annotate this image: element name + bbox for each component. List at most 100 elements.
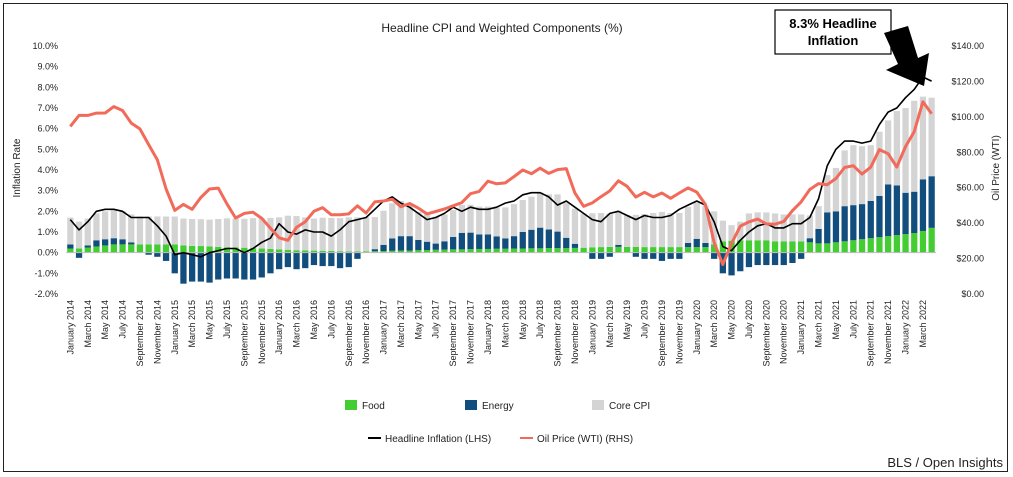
bar-energy (423, 241, 431, 250)
legend-label-oil: Oil Price (WTI) (RHS) (537, 434, 633, 445)
y-tick-label: 4.0% (37, 165, 58, 175)
x-tick-label: January 2019 (587, 300, 597, 355)
bar-food (476, 248, 483, 253)
bar-energy (267, 252, 274, 274)
bar-food (806, 242, 813, 253)
bar-core-cpi (389, 203, 396, 239)
bar-core-cpi (380, 210, 387, 245)
bar-energy (223, 252, 231, 279)
bar-energy (102, 239, 109, 246)
bar-core-cpi (589, 213, 596, 248)
bar-core-cpi (493, 207, 500, 237)
bar-food (928, 227, 935, 253)
bar-core-cpi (371, 217, 378, 250)
bar-food (502, 248, 509, 253)
bar-energy (528, 229, 535, 249)
y-tick-label: -2.0% (34, 289, 58, 299)
bar-food (380, 251, 387, 253)
bar-core-cpi (563, 202, 570, 238)
bar-energy (789, 252, 796, 263)
bar-food (537, 248, 544, 253)
bar-core-cpi (336, 218, 344, 252)
bar-energy (798, 252, 805, 259)
bar-core-cpi (67, 217, 74, 245)
bar-food (345, 251, 352, 253)
bar-energy (258, 252, 265, 278)
y2-tick-label: $40.00 (956, 218, 984, 228)
bar-core-cpi (684, 206, 692, 243)
bar-energy (815, 228, 822, 244)
x-tick-label: March 2021 (814, 300, 824, 348)
bar-food (554, 248, 561, 253)
bar-food (815, 243, 822, 253)
y2-tick-label: $80.00 (956, 147, 984, 157)
y-tick-label: 1.0% (37, 227, 58, 237)
bar-energy (711, 252, 718, 259)
bar-energy (502, 238, 509, 249)
x-tick-label: March 2018 (500, 300, 510, 348)
bar-core-cpi (154, 216, 161, 245)
x-tick-label: November 2019 (674, 300, 684, 364)
chart-title: Headline CPI and Weighted Components (%) (381, 21, 622, 35)
x-tick-label: September 2019 (657, 300, 667, 367)
bar-energy (354, 252, 361, 259)
bar-core-cpi (75, 221, 83, 249)
bar-food (432, 249, 439, 253)
bar-energy (763, 252, 770, 266)
bar-energy (67, 244, 74, 249)
y-tick-label: 10.0% (32, 41, 58, 51)
bar-core-cpi (624, 214, 631, 247)
bar-energy (206, 252, 213, 283)
bar-energy (537, 227, 544, 249)
bar-food (641, 247, 648, 253)
bar-core-cpi (876, 131, 883, 196)
x-tick-label: September 2014 (135, 300, 145, 367)
bar-energy (284, 252, 291, 268)
bar-energy (84, 245, 91, 248)
bar-food (102, 245, 109, 253)
x-tick-label: September 2015 (239, 300, 249, 367)
y2-tick-label: $60.00 (956, 183, 984, 193)
bar-core-cpi (310, 218, 318, 251)
x-tick-label: May 2019 (622, 300, 632, 340)
bar-core-cpi (206, 219, 213, 247)
bar-food (711, 244, 718, 253)
x-tick-label: May 2017 (413, 300, 423, 340)
bar-food (885, 236, 892, 253)
legend-item-core-cpi: Core CPI (592, 400, 650, 412)
bar-energy (780, 252, 787, 266)
bar-energy (824, 212, 831, 244)
y-axis-left: -2.0% -1.0% 0.0% 1.0% 2.0% 3.0% 4.0% 5.0% 6.0% 7.… (32, 41, 58, 299)
bar-food (354, 251, 361, 253)
x-tick-label: January 2021 (796, 300, 806, 355)
legend-item-headline: Headline Inflation (LHS) (368, 434, 491, 445)
x-tick-label: March 2017 (396, 300, 406, 348)
bar-core-cpi (911, 100, 918, 192)
bar-food (493, 248, 500, 253)
bar-energy (606, 252, 613, 257)
bar-energy (876, 195, 883, 238)
bar-food (684, 247, 692, 253)
bar-food (206, 246, 213, 253)
bar-core-cpi (249, 218, 257, 249)
x-tick-label: July 2016 (326, 300, 336, 339)
bar-energy (197, 252, 204, 282)
x-tick-label: January 2018 (483, 300, 493, 355)
bar-food (580, 247, 587, 253)
bar-energy (476, 234, 483, 249)
bar-core-cpi (737, 221, 744, 241)
y-tick-label: 6.0% (37, 124, 58, 134)
bar-food (467, 249, 474, 253)
bar-core-cpi (615, 210, 622, 245)
bar-energy (189, 252, 196, 282)
bar-core-cpi (606, 213, 613, 247)
bar-energy (458, 232, 465, 250)
y2-tick-label: $20.00 (956, 254, 984, 264)
bar-core-cpi (728, 225, 735, 241)
bar-energy (658, 252, 666, 261)
bar-food (215, 246, 222, 253)
bar-food (110, 244, 117, 253)
y2-tick-label: $140.00 (951, 41, 984, 51)
annotation-arrow-icon (884, 26, 929, 86)
bar-energy (328, 252, 335, 267)
